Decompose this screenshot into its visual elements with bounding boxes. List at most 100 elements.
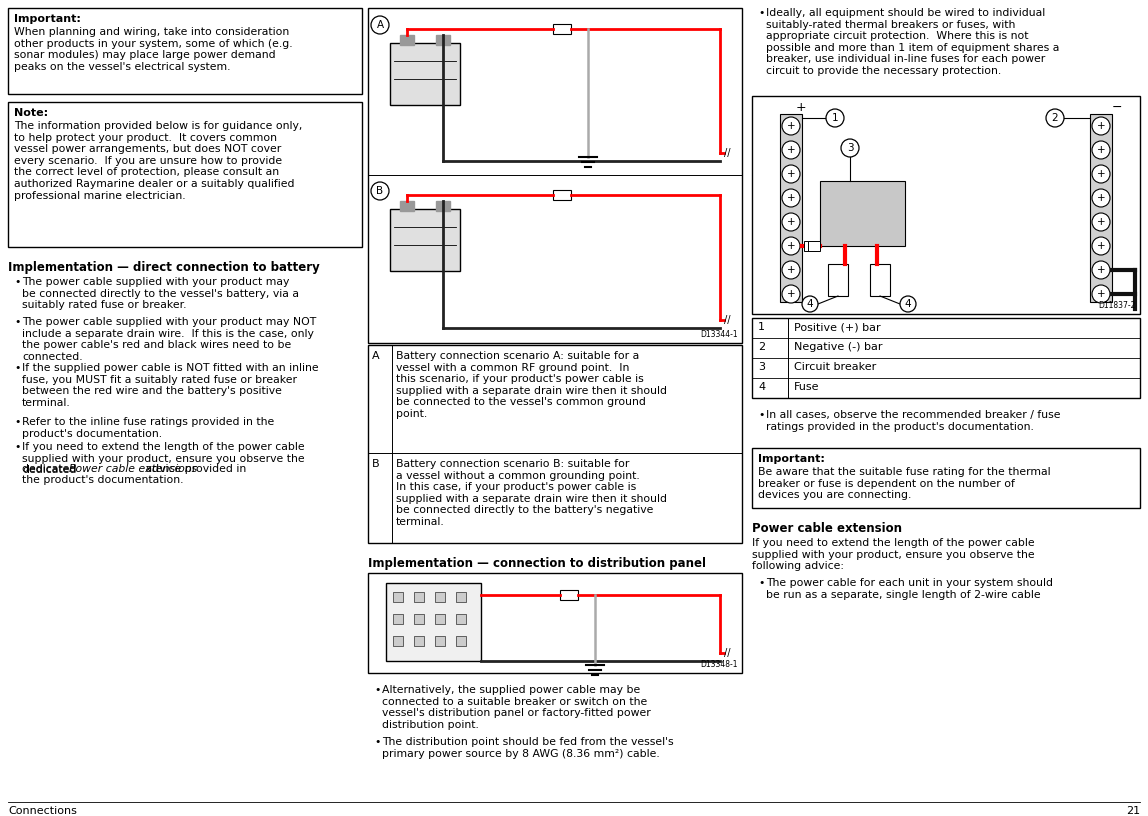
Text: Important:: Important: <box>14 14 80 24</box>
Text: +: + <box>1096 121 1106 131</box>
Circle shape <box>371 182 389 200</box>
Text: +: + <box>786 217 796 227</box>
Text: Note:: Note: <box>14 108 48 118</box>
Circle shape <box>1092 261 1110 279</box>
Bar <box>779 114 802 302</box>
Bar <box>435 614 445 624</box>
Circle shape <box>782 141 800 159</box>
Text: •: • <box>14 417 21 427</box>
Circle shape <box>1092 237 1110 255</box>
Text: //: // <box>724 148 730 158</box>
Circle shape <box>782 261 800 279</box>
Bar <box>828 264 848 296</box>
Bar <box>808 241 820 251</box>
Text: Battery connection scenario A: suitable for a
vessel with a common RF ground poi: Battery connection scenario A: suitable … <box>396 351 667 419</box>
Text: D11837-2: D11837-2 <box>1099 301 1137 310</box>
Text: advice provided in: advice provided in <box>142 464 247 474</box>
Text: •: • <box>14 317 21 327</box>
Text: +: + <box>786 289 796 299</box>
Text: 4: 4 <box>758 382 765 392</box>
Text: Fuse: Fuse <box>794 382 820 392</box>
Text: The distribution point should be fed from the vessel's
primary power source by 8: The distribution point should be fed fro… <box>382 737 674 759</box>
Text: Ideally, all equipment should be wired to individual
suitably-rated thermal brea: Ideally, all equipment should be wired t… <box>766 8 1060 76</box>
Bar <box>456 614 466 624</box>
Circle shape <box>782 165 800 183</box>
Text: Implementation — connection to distribution panel: Implementation — connection to distribut… <box>369 557 706 570</box>
Text: +: + <box>1096 217 1106 227</box>
Bar <box>436 35 450 45</box>
Bar <box>8 8 362 94</box>
Text: Implementation — direct connection to battery: Implementation — direct connection to ba… <box>8 261 320 274</box>
Text: The power cable for each unit in your system should
be run as a separate, single: The power cable for each unit in your sy… <box>766 578 1053 600</box>
Text: 4: 4 <box>807 299 813 309</box>
Bar <box>870 264 890 296</box>
Bar <box>436 201 450 211</box>
Text: Alternatively, the supplied power cable may be
connected to a suitable breaker o: Alternatively, the supplied power cable … <box>382 685 651 730</box>
Bar <box>820 181 905 246</box>
Text: Battery connection scenario B: suitable for
a vessel without a common grounding : Battery connection scenario B: suitable … <box>396 459 667 527</box>
Bar <box>369 8 742 343</box>
Circle shape <box>782 189 800 207</box>
Text: +: + <box>1096 169 1106 179</box>
Bar <box>435 592 445 602</box>
Bar <box>393 614 403 624</box>
Text: the product's documentation.: the product's documentation. <box>22 475 184 485</box>
Text: dedicated: dedicated <box>22 464 80 474</box>
Bar <box>553 190 571 200</box>
Text: Power cable extension: Power cable extension <box>752 522 902 535</box>
Circle shape <box>1092 165 1110 183</box>
Text: In all cases, observe the recommended breaker / fuse
ratings provided in the pro: In all cases, observe the recommended br… <box>766 410 1061 432</box>
Text: +: + <box>1096 265 1106 275</box>
Text: The information provided below is for guidance only,
to help protect your produc: The information provided below is for gu… <box>14 121 302 201</box>
Bar <box>1089 114 1112 302</box>
Bar <box>393 592 403 602</box>
Circle shape <box>1046 109 1064 127</box>
Text: 3: 3 <box>847 143 853 153</box>
Bar <box>369 573 742 673</box>
Text: The power cable supplied with your product may
be connected directly to the vess: The power cable supplied with your produ… <box>22 277 298 310</box>
Circle shape <box>900 296 916 312</box>
Text: 4: 4 <box>905 299 912 309</box>
Bar <box>435 636 445 646</box>
Text: 2: 2 <box>758 342 765 352</box>
Bar <box>400 201 414 211</box>
Text: //: // <box>724 648 730 658</box>
Text: If you need to extend the length of the power cable
supplied with your product, : If you need to extend the length of the … <box>752 538 1034 571</box>
Text: Power cable extensions: Power cable extensions <box>69 464 197 474</box>
Bar <box>8 102 362 247</box>
Text: +: + <box>1096 289 1106 299</box>
Text: 3: 3 <box>758 362 765 372</box>
Text: +: + <box>1096 145 1106 155</box>
Bar <box>752 448 1140 508</box>
Bar <box>369 345 742 543</box>
Text: The power cable supplied with your product may NOT
include a separate drain wire: The power cable supplied with your produ… <box>22 317 316 361</box>
Circle shape <box>782 285 800 303</box>
Text: A: A <box>372 351 380 361</box>
Circle shape <box>1092 285 1110 303</box>
Text: +: + <box>786 169 796 179</box>
Text: +: + <box>786 193 796 203</box>
Bar <box>752 318 1140 398</box>
Text: B: B <box>372 459 380 469</box>
Text: A: A <box>377 20 383 30</box>
Circle shape <box>1092 189 1110 207</box>
Text: 1: 1 <box>831 113 838 123</box>
Bar <box>553 24 571 34</box>
Text: D13348-1: D13348-1 <box>700 660 738 669</box>
Text: Refer to the inline fuse ratings provided in the
product's documentation.: Refer to the inline fuse ratings provide… <box>22 417 274 439</box>
Text: Positive (+) bar: Positive (+) bar <box>794 322 881 332</box>
Circle shape <box>782 237 800 255</box>
Circle shape <box>782 213 800 231</box>
Text: •: • <box>14 363 21 373</box>
Text: //: // <box>724 315 730 325</box>
Text: •: • <box>374 685 380 695</box>
Text: 1: 1 <box>758 322 765 332</box>
Bar <box>393 636 403 646</box>
Text: +: + <box>786 241 796 251</box>
Bar <box>560 590 577 600</box>
Bar <box>390 43 460 105</box>
Circle shape <box>1092 117 1110 135</box>
Circle shape <box>802 296 819 312</box>
Circle shape <box>371 16 389 34</box>
Text: −: − <box>1112 101 1123 114</box>
